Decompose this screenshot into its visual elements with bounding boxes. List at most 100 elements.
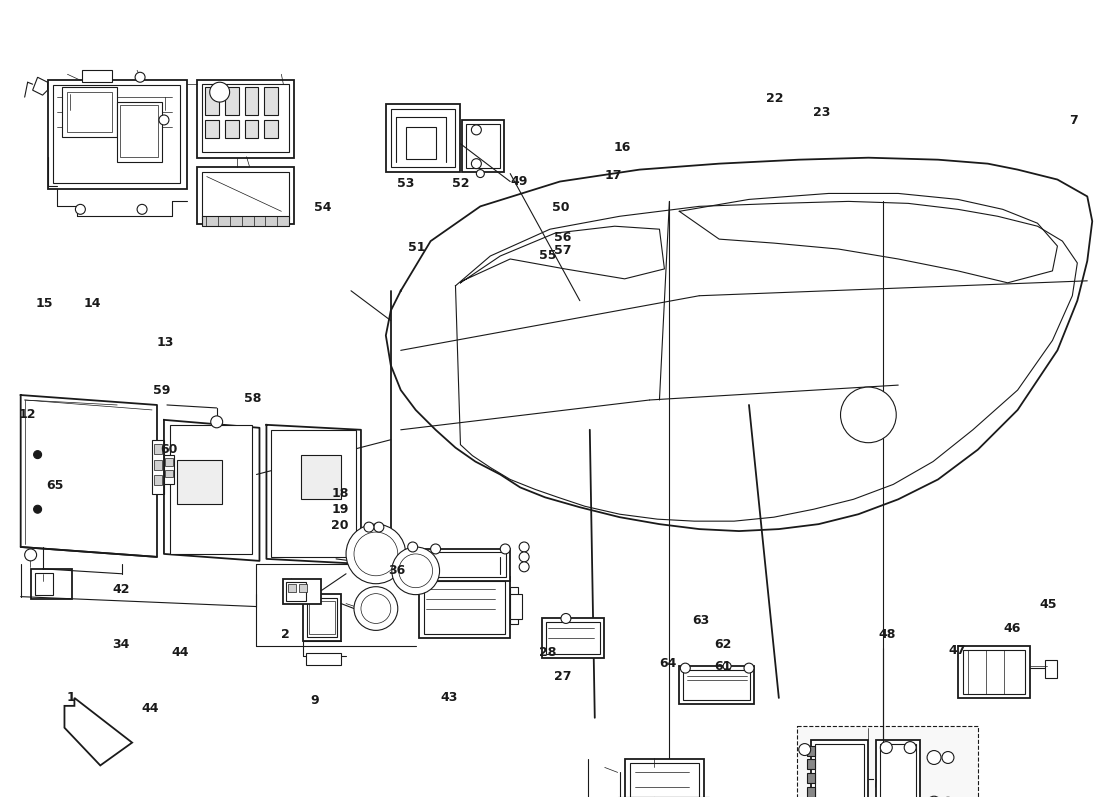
Bar: [201, 84, 289, 152]
Bar: [67, 92, 112, 132]
Circle shape: [472, 158, 482, 169]
Circle shape: [840, 387, 896, 442]
Bar: [201, 171, 289, 219]
Circle shape: [476, 170, 484, 178]
Text: 52: 52: [451, 178, 469, 190]
Text: 57: 57: [554, 244, 572, 257]
Text: 17: 17: [605, 170, 623, 182]
Bar: [34, 573, 53, 594]
Bar: [264, 120, 278, 138]
Circle shape: [519, 552, 529, 562]
Circle shape: [138, 204, 147, 214]
Bar: [386, 104, 461, 171]
Circle shape: [34, 506, 42, 514]
Circle shape: [408, 542, 418, 552]
Bar: [165, 458, 173, 466]
Circle shape: [723, 662, 732, 670]
Bar: [815, 743, 865, 800]
Circle shape: [744, 663, 754, 673]
Text: 23: 23: [813, 106, 830, 119]
Bar: [286, 582, 306, 601]
Circle shape: [430, 544, 441, 554]
Bar: [152, 440, 164, 494]
Polygon shape: [65, 698, 132, 766]
Bar: [958, 646, 1030, 698]
Text: 55: 55: [539, 249, 557, 262]
Text: 42: 42: [112, 582, 130, 595]
Circle shape: [680, 663, 691, 673]
Text: 15: 15: [35, 297, 53, 310]
Text: 43: 43: [441, 691, 458, 705]
Circle shape: [904, 742, 916, 754]
Circle shape: [942, 798, 954, 800]
Text: 46: 46: [1003, 622, 1021, 635]
Bar: [877, 740, 920, 800]
Text: 56: 56: [554, 230, 572, 244]
Bar: [806, 746, 815, 755]
Bar: [806, 759, 815, 770]
Bar: [154, 475, 162, 486]
Text: 36: 36: [388, 564, 406, 578]
Bar: [420, 549, 510, 581]
Text: 44: 44: [142, 702, 160, 714]
Circle shape: [799, 743, 811, 755]
Text: 27: 27: [554, 670, 572, 683]
Text: 51: 51: [408, 241, 426, 254]
Text: 64: 64: [660, 658, 676, 670]
Text: 48: 48: [879, 628, 895, 641]
Bar: [224, 87, 239, 115]
Bar: [264, 87, 278, 115]
Text: 2: 2: [280, 628, 289, 641]
Bar: [811, 740, 868, 800]
Bar: [390, 109, 455, 166]
Text: 20: 20: [331, 519, 349, 532]
Text: 16: 16: [614, 141, 631, 154]
Text: 61: 61: [714, 660, 732, 673]
Bar: [201, 216, 289, 226]
Bar: [284, 578, 321, 603]
Circle shape: [364, 522, 374, 532]
Circle shape: [210, 82, 230, 102]
Text: 13: 13: [156, 336, 174, 350]
Bar: [307, 598, 337, 638]
Bar: [301, 454, 341, 499]
Polygon shape: [33, 78, 47, 95]
Circle shape: [927, 796, 940, 800]
Bar: [880, 743, 916, 800]
Bar: [618, 798, 710, 800]
Bar: [205, 87, 219, 115]
Text: 34: 34: [112, 638, 130, 651]
Text: 47: 47: [948, 644, 966, 657]
Text: 19: 19: [331, 503, 349, 516]
Bar: [177, 459, 222, 504]
Bar: [1045, 660, 1057, 678]
Bar: [510, 586, 518, 625]
Text: 28: 28: [539, 646, 557, 659]
Bar: [120, 105, 158, 157]
Bar: [154, 444, 162, 454]
Bar: [625, 759, 704, 800]
Bar: [306, 654, 341, 665]
Text: 49: 49: [510, 175, 528, 188]
Text: 14: 14: [84, 297, 101, 310]
Bar: [466, 124, 500, 168]
Bar: [244, 87, 258, 115]
Bar: [118, 102, 162, 162]
Text: 62: 62: [714, 638, 732, 651]
Circle shape: [880, 742, 892, 754]
Bar: [165, 470, 173, 478]
Bar: [419, 577, 510, 638]
Text: 18: 18: [331, 487, 349, 500]
Bar: [164, 454, 174, 485]
Circle shape: [927, 750, 940, 765]
Circle shape: [472, 125, 482, 135]
Bar: [796, 726, 978, 800]
Bar: [197, 166, 295, 224]
Circle shape: [160, 115, 169, 125]
Bar: [510, 594, 522, 619]
Bar: [53, 86, 180, 182]
Bar: [962, 650, 1024, 694]
Bar: [205, 120, 219, 138]
Bar: [424, 581, 505, 634]
Bar: [462, 120, 504, 171]
